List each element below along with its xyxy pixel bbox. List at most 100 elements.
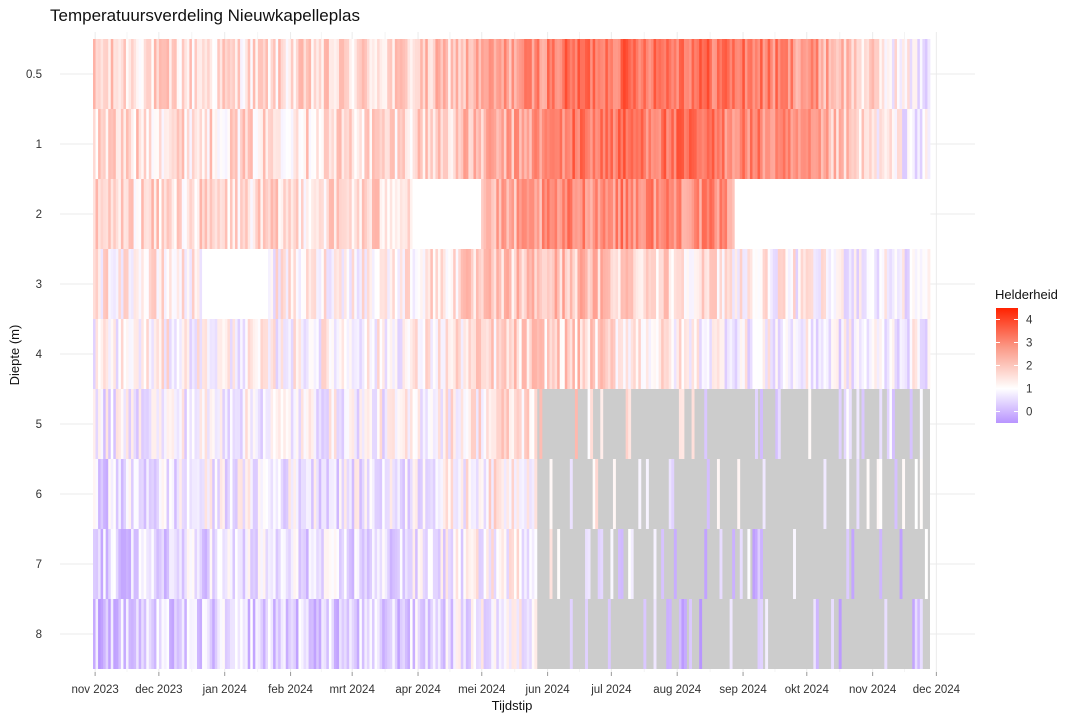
heatmap-cell: [232, 459, 236, 529]
heatmap-cell: [369, 249, 373, 319]
heatmap-cell: [346, 319, 350, 389]
heatmap-cell: [138, 39, 142, 109]
heatmap-cell: [245, 389, 249, 459]
heatmap-cell: [635, 39, 639, 109]
heatmap-cell: [204, 599, 208, 669]
heatmap-cell: [235, 599, 238, 669]
heatmap-cell: [151, 599, 155, 669]
heatmap-cell: [826, 39, 829, 109]
heatmap-cell: [283, 389, 287, 459]
heatmap-cell: [848, 389, 852, 459]
heatmap-cell: [189, 459, 193, 529]
heatmap-cell: [719, 249, 723, 319]
heatmap-cell: [463, 529, 467, 599]
heatmap-cell: [590, 39, 594, 109]
heatmap-cell: [782, 319, 786, 389]
heatmap-cell: [181, 459, 185, 529]
heatmap-cell: [326, 459, 330, 529]
heatmap-cell: [349, 109, 353, 179]
heatmap-cell: [559, 109, 563, 179]
heatmap-cell: [689, 599, 692, 669]
heatmap-cell: [212, 319, 216, 389]
heatmap-cell: [417, 109, 421, 179]
heatmap-cell: [777, 389, 781, 459]
gap-cell: [886, 179, 890, 249]
heatmap-cell: [118, 179, 122, 249]
heatmap-cell: [110, 249, 114, 319]
heatmap-cell: [579, 39, 583, 109]
heatmap-cell: [328, 529, 332, 599]
heatmap-cell: [93, 319, 96, 389]
heatmap-cell: [384, 459, 388, 529]
heatmap-cell: [727, 249, 731, 319]
heatmap-cell: [498, 249, 502, 319]
heatmap-cell: [473, 599, 477, 669]
heatmap-cell: [833, 39, 837, 109]
heatmap-cell: [628, 39, 632, 109]
heatmap-cell: [217, 109, 221, 179]
heatmap-cell: [288, 389, 292, 459]
heatmap-cell: [250, 319, 254, 389]
heatmap-cell: [295, 389, 299, 459]
heatmap-cell: [323, 389, 327, 459]
heatmap-cell: [356, 529, 360, 599]
heatmap-cell: [270, 39, 274, 109]
heatmap-cell: [831, 319, 835, 389]
heatmap-cell: [151, 389, 155, 459]
heatmap-cell: [351, 319, 355, 389]
heatmap-cell: [732, 529, 736, 599]
gap-cell: [795, 179, 799, 249]
heatmap-cell: [146, 39, 150, 109]
heatmap-cell: [612, 249, 616, 319]
heatmap-cell: [671, 459, 675, 529]
heatmap-cell: [331, 249, 335, 319]
heatmap-cell: [278, 319, 282, 389]
heatmap-cell: [425, 599, 429, 669]
heatmap-cell: [257, 39, 261, 109]
heatmap-cell: [549, 319, 553, 389]
heatmap-cell: [349, 249, 353, 319]
heatmap-cell: [924, 39, 928, 109]
heatmap-cell: [521, 249, 525, 319]
heatmap-cell: [298, 319, 302, 389]
heatmap-cell: [298, 459, 302, 529]
heatmap-cell: [120, 529, 124, 599]
heatmap-cell: [169, 319, 173, 389]
heatmap-cell: [793, 529, 796, 599]
heatmap-cell: [392, 459, 396, 529]
heatmap-cell: [754, 249, 758, 319]
heatmap-cell: [653, 39, 657, 109]
heatmap-cell: [300, 179, 304, 249]
heatmap-cell: [597, 179, 601, 249]
heatmap-cell: [399, 389, 403, 459]
heatmap-cell: [793, 249, 796, 319]
heatmap-cell: [293, 109, 297, 179]
heatmap-cell: [346, 39, 350, 109]
heatmap-cell: [902, 39, 906, 109]
heatmap-cell: [473, 459, 477, 529]
heatmap-cell: [458, 459, 462, 529]
heatmap-cell: [382, 389, 386, 459]
heatmap-cell: [501, 109, 505, 179]
heatmap-cell: [810, 249, 814, 319]
heatmap-cell: [100, 599, 104, 669]
heatmap-cell: [399, 529, 403, 599]
heatmap-cell: [620, 39, 624, 109]
heatmap-cell: [486, 389, 490, 459]
heatmap-cell: [858, 109, 862, 179]
heatmap-cell: [295, 319, 299, 389]
heatmap-cell: [754, 529, 758, 599]
heatmap-cell: [914, 319, 918, 389]
heatmap-cell: [420, 529, 424, 599]
heatmap-cell: [166, 39, 170, 109]
heatmap-cell: [544, 109, 548, 179]
heatmap-cell: [676, 179, 680, 249]
heatmap-cell: [407, 249, 411, 319]
heatmap-cell: [354, 459, 358, 529]
heatmap-cell: [354, 529, 358, 599]
heatmap-cell: [141, 109, 145, 179]
heatmap-cell: [448, 39, 452, 109]
heatmap-cell: [382, 529, 386, 599]
heatmap-cell: [831, 249, 835, 319]
heatmap-cell: [610, 39, 614, 109]
